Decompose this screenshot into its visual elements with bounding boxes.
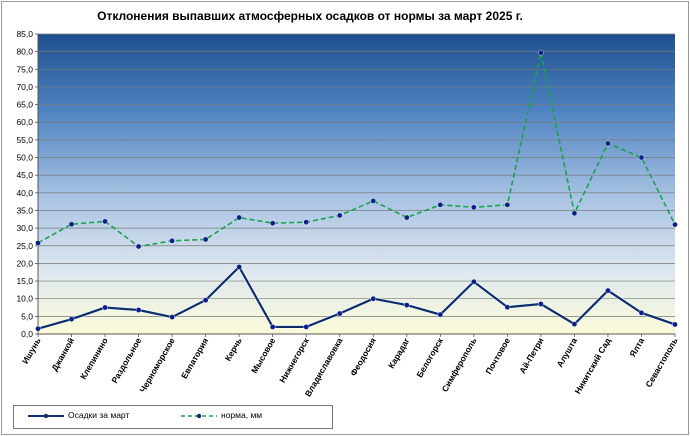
x-tick-label: Никитский Сад	[572, 335, 612, 395]
data-point	[605, 140, 611, 147]
data-point	[538, 301, 544, 307]
y-tick-label: 85,0	[16, 29, 33, 39]
data-point	[236, 264, 242, 270]
y-tick-label: 50,0	[16, 153, 33, 163]
data-point	[504, 304, 511, 310]
y-tick-label: 15,0	[16, 276, 33, 286]
x-tick-label: Ялта	[627, 336, 646, 359]
y-tick-label: 25,0	[16, 241, 33, 251]
y-tick-label: 75,0	[16, 64, 33, 74]
data-point	[336, 212, 343, 219]
data-point	[236, 214, 242, 221]
plot-area	[38, 34, 675, 334]
data-point	[638, 310, 645, 316]
data-point	[135, 307, 142, 313]
x-tick-label: Нижнегорск	[277, 335, 311, 384]
x-tick-label: Севастополь	[643, 336, 679, 389]
data-point	[68, 316, 75, 322]
data-point	[35, 240, 41, 246]
x-tick-label: Ай-Петри	[517, 336, 545, 375]
data-point	[269, 220, 276, 226]
legend-item-norm: норма, мм	[221, 410, 263, 420]
x-tick-label: Симферополь	[440, 336, 479, 394]
data-point	[303, 324, 310, 330]
y-tick-label: 20,0	[16, 258, 33, 268]
y-tick-label: 5,0	[21, 311, 33, 321]
x-tick-label: Раздольное	[109, 336, 143, 385]
chart-title: Отклонения выпавших атмосферных осадков …	[97, 9, 523, 23]
series-line-1	[37, 52, 676, 248]
data-point	[672, 221, 678, 228]
x-tick-label: Карадаг	[386, 336, 412, 370]
data-point	[336, 310, 343, 317]
data-point	[638, 154, 645, 161]
data-point	[605, 287, 611, 294]
y-tick-label: 30,0	[16, 223, 33, 233]
data-point	[437, 311, 444, 318]
data-point	[102, 304, 108, 311]
data-point	[35, 325, 41, 332]
x-tick-label: Белогорск	[414, 335, 445, 379]
data-point	[571, 210, 578, 217]
data-point	[169, 238, 175, 244]
y-tick-label: 60,0	[16, 117, 33, 127]
y-tick-label: 80,0	[16, 47, 33, 57]
data-point	[538, 49, 544, 56]
data-point	[471, 278, 477, 285]
data-point	[370, 295, 377, 302]
data-point	[135, 243, 142, 250]
x-tick-label: Мысовое	[249, 336, 277, 375]
legend: Осадки за март норма, мм	[13, 405, 333, 429]
data-point	[68, 221, 75, 228]
data-point	[102, 218, 108, 225]
y-tick-label: 40,0	[16, 188, 33, 198]
data-point	[303, 219, 310, 225]
x-tick-label: Почтовое	[483, 336, 512, 376]
data-point	[403, 214, 410, 221]
x-tick-label: Джанкой	[49, 336, 76, 373]
data-point	[504, 202, 511, 208]
y-tick-label: 0,0	[21, 329, 33, 339]
y-tick-label: 10,0	[16, 294, 33, 304]
y-tick-label: 35,0	[16, 205, 33, 215]
y-tick-label: 45,0	[16, 170, 33, 180]
data-point	[370, 198, 377, 204]
data-point	[202, 297, 209, 303]
data-point	[169, 314, 175, 320]
x-tick-label: Ишунь	[20, 336, 43, 365]
data-point	[202, 236, 209, 243]
series-line-0	[37, 265, 676, 330]
x-tick-label: Черноморское	[137, 336, 177, 394]
x-tick-label: Алушта	[554, 336, 579, 369]
legend-item-precipitation: Осадки за март	[68, 410, 130, 420]
x-tick-label: Феодосия	[348, 336, 378, 378]
data-point	[471, 204, 477, 211]
x-tick-label: Керчь	[223, 336, 244, 363]
data-point	[269, 324, 276, 330]
y-tick-label: 55,0	[16, 135, 33, 145]
y-tick-label: 70,0	[16, 82, 33, 92]
data-point	[403, 302, 410, 308]
x-tick-label: Владиславовка	[303, 336, 345, 399]
x-tick-label: Евпатория	[179, 336, 210, 380]
data-point	[437, 202, 444, 208]
x-tick-label: Клепинино	[78, 336, 110, 381]
y-tick-label: 65,0	[16, 100, 33, 110]
data-point	[571, 321, 578, 327]
data-point	[672, 321, 678, 328]
